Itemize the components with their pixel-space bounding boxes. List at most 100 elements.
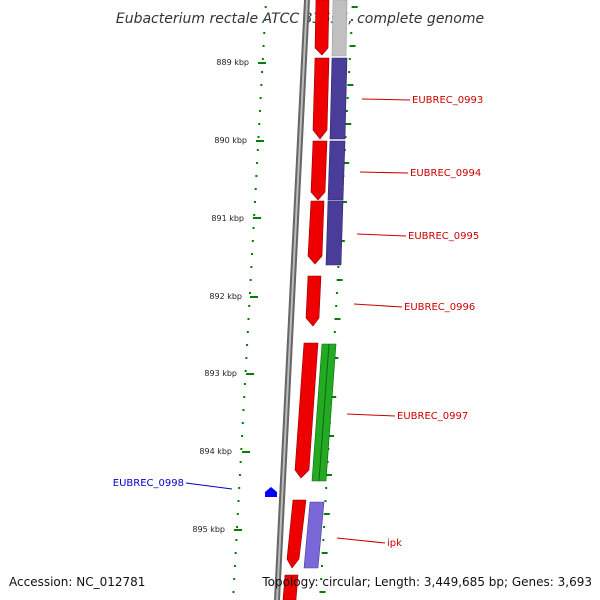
gene-label-leaders: [185, 98, 411, 544]
gc-skew-dot: [344, 136, 347, 138]
gc-skew-dot: [236, 526, 239, 528]
gc-skew-dot: [239, 461, 242, 463]
gc-skew-dot: [263, 32, 266, 34]
gc-skew-dot: [241, 435, 244, 437]
gc-skew-dot: [330, 396, 337, 398]
cog-feature: [331, 0, 348, 57]
gc-skew-dot: [323, 513, 330, 515]
gene-label-eubrec-0997[interactable]: EUBREC_0997: [397, 411, 468, 422]
gc-skew-dot: [334, 318, 341, 320]
accession-text: Accession: NC_012781: [9, 575, 145, 589]
gc-skew-dot: [256, 162, 259, 164]
gene-label-ipk[interactable]: ipk: [387, 538, 402, 549]
gene-label-eubrec-0993[interactable]: EUBREC_0993: [412, 95, 483, 106]
gc-skew-dot: [261, 58, 264, 60]
gc-skew-dot: [236, 513, 239, 515]
cds-track: [282, 0, 330, 600]
gc-skew-dot: [343, 162, 350, 164]
gc-skew-dot: [245, 357, 248, 359]
gc-skew-dot: [247, 318, 250, 320]
gc-skew-dot: [340, 201, 347, 203]
gc-skew-dot: [347, 84, 354, 86]
gc-skew-dot: [246, 344, 249, 346]
ruler-label-892: 892 kbp: [209, 292, 242, 301]
gc-skew-dot: [233, 578, 236, 580]
gene-label-eubrec-0994[interactable]: EUBREC_0994: [410, 168, 481, 179]
gc-skew-dot: [337, 266, 340, 268]
gc-skew-dot: [242, 409, 245, 411]
cog-track: [303, 0, 348, 569]
cds-feature-eubrec-0996: [305, 275, 322, 327]
ruler-label-893: 893 kbp: [204, 369, 237, 378]
gc-skew-dot: [251, 253, 254, 255]
cds-feature-eubrec-0997: [294, 342, 319, 479]
gc-skew-dot: [322, 539, 325, 541]
gc-skew-dot: [254, 188, 257, 190]
gc-skew-dot: [345, 123, 352, 125]
position-ruler: 889 kbp 890 kbp 891 kbp 892 kbp 893 kbp …: [192, 58, 266, 534]
cog-feature-eubrec-0993: [329, 57, 348, 140]
cds-feature: [282, 574, 299, 600]
gc-skew-dot: [250, 266, 253, 268]
gc-skew-dot: [336, 279, 343, 281]
gc-skew-dot: [232, 591, 235, 593]
gc-skew-dot: [248, 292, 251, 294]
gc-skew-dot: [243, 383, 246, 385]
feature-eubrec-0998: [265, 487, 277, 497]
gc-skew-dot: [258, 123, 261, 125]
gc-skew-dot: [248, 305, 251, 307]
cds-feature-ipk: [286, 499, 307, 569]
ruler-label-895: 895 kbp: [192, 525, 225, 534]
gc-skew-dot: [233, 565, 236, 567]
gc-skew-dot: [262, 45, 265, 47]
gc-skew-dot: [332, 357, 339, 359]
gc-skew-dot: [238, 487, 241, 489]
gc-skew-dot: [346, 97, 349, 99]
gc-skew-dot: [328, 435, 335, 437]
gc-skew-dot: [260, 84, 263, 86]
gc-skew-dot: [252, 227, 255, 229]
gc-skew-dot: [261, 71, 264, 73]
gc-skew-dot: [325, 487, 328, 489]
gc-skew-dot: [243, 396, 246, 398]
cds-feature-eubrec-0995: [307, 200, 325, 265]
gc-skew-dot: [333, 331, 336, 333]
gc-skew-dot: [257, 136, 260, 138]
gc-skew-dot: [345, 110, 348, 112]
cds-feature: [314, 0, 330, 56]
gc-skew-dot: [253, 214, 256, 216]
gc-skew-dot: [264, 6, 267, 8]
gene-label-eubrec-0996[interactable]: EUBREC_0996: [404, 302, 475, 313]
gc-skew-dot: [319, 591, 326, 593]
gc-skew-dot: [256, 149, 259, 151]
gc-skew-dot: [323, 526, 326, 528]
gc-skew-trace: [232, 6, 358, 593]
gc-skew-dot: [263, 19, 266, 21]
gc-skew-dot: [241, 422, 244, 424]
gc-skew-dot: [258, 110, 261, 112]
cds-feature-eubrec-0993: [312, 57, 330, 140]
cog-feature-eubrec-0994: [327, 140, 346, 201]
topology-text: Topology: circular; Length: 3,449,685 bp…: [261, 575, 592, 589]
map-title: Eubacterium rectale ATCC 33656, complete…: [116, 11, 484, 27]
gc-skew-dot: [249, 279, 252, 281]
gc-skew-dot: [320, 565, 323, 567]
gc-skew-dot: [350, 32, 353, 34]
gc-skew-dot: [240, 448, 243, 450]
ruler-label-890: 890 kbp: [214, 136, 247, 145]
gc-skew-dot: [238, 474, 241, 476]
cog-feature-ipk: [303, 501, 325, 569]
gc-skew-dot: [348, 71, 351, 73]
gc-skew-dot: [325, 474, 332, 476]
gene-labels: EUBREC_0993 EUBREC_0994 EUBREC_0995 EUBR…: [113, 95, 483, 549]
gc-skew-dot: [253, 201, 256, 203]
gc-skew-dot: [348, 58, 351, 60]
gene-label-eubrec-0995[interactable]: EUBREC_0995: [408, 231, 479, 242]
gc-skew-dot: [335, 305, 338, 307]
gc-skew-dot: [251, 240, 254, 242]
gc-skew-dot: [321, 552, 328, 554]
ruler-label-889: 889 kbp: [216, 58, 249, 67]
gc-skew-dot: [244, 370, 247, 372]
gene-label-eubrec-0998[interactable]: EUBREC_0998: [113, 478, 184, 489]
